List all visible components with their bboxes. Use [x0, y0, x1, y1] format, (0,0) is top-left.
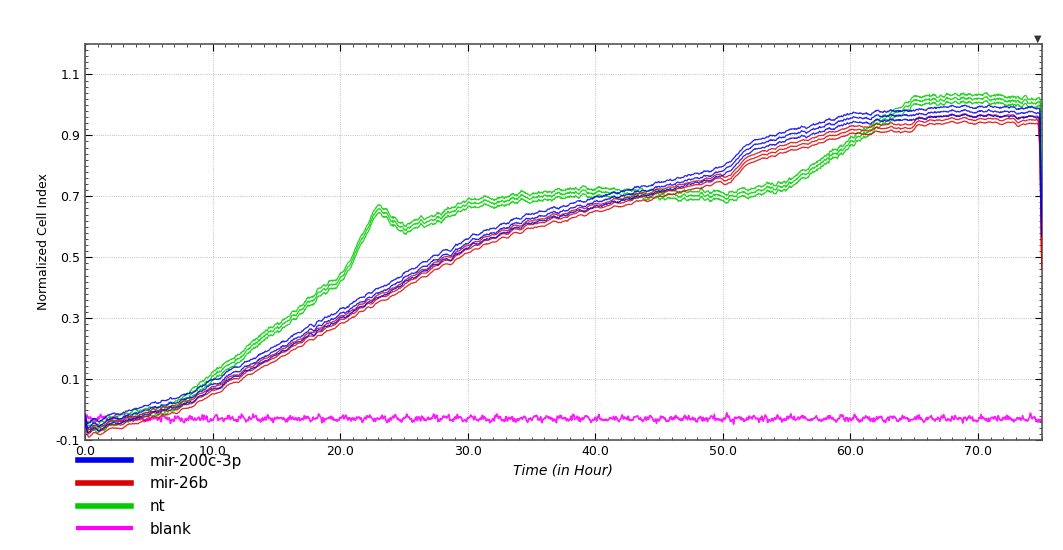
Legend: mir-200c-3p, mir-26b, nt, blank: mir-200c-3p, mir-26b, nt, blank	[71, 448, 248, 543]
Y-axis label: Normalized Cell Index: Normalized Cell Index	[37, 174, 50, 310]
Text: ▼: ▼	[1034, 34, 1042, 44]
X-axis label: Time (in Hour): Time (in Hour)	[513, 464, 613, 477]
